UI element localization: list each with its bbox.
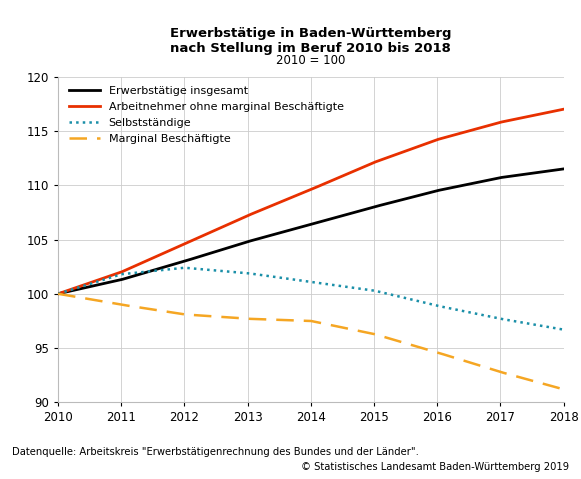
Selbstständige [490,315,497,320]
Marginal Beschäftigte [361,329,368,335]
Erwerbstätige insgesamt [438,187,445,193]
Arbeitnehmer ohne marginal Beschäftigte [55,291,62,297]
Arbeitnehmer ohne marginal Beschäftigte [361,163,368,169]
Erwerbstätige insgesamt [376,203,383,208]
Selbstständige [55,291,62,297]
Line: Erwerbstätige insgesamt: Erwerbstätige insgesamt [58,169,564,294]
Arbeitnehmer ohne marginal Beschäftigte [376,157,383,163]
Marginal Beschäftigte [85,296,92,302]
Arbeitnehmer ohne marginal Beschäftigte [348,169,355,175]
Arbeitnehmer ohne marginal Beschäftigte [438,136,445,141]
Selbstständige [181,265,188,271]
Marginal Beschäftigte [560,387,567,392]
Erwerbstätige insgesamt [560,166,567,172]
Selbstständige [349,285,356,290]
Erwerbstätige insgesamt [490,176,497,182]
Selbstständige [85,281,92,287]
Erwerbstätige insgesamt [348,210,355,216]
Erwerbstätige insgesamt [361,206,368,212]
Text: 2010 = 100: 2010 = 100 [276,54,346,67]
Selbstständige [362,286,369,292]
Line: Marginal Beschäftigte: Marginal Beschäftigte [58,294,564,389]
Selbstständige [560,327,567,332]
Marginal Beschäftigte [490,367,497,373]
Marginal Beschäftigte [438,351,445,356]
Marginal Beschäftigte [376,333,383,339]
Legend: Erwerbstätige insgesamt, Arbeitnehmer ohne marginal Beschäftigte, Selbstständige: Erwerbstätige insgesamt, Arbeitnehmer oh… [69,85,344,144]
Arbeitnehmer ohne marginal Beschäftigte [85,280,92,286]
Erwerbstätige insgesamt [55,291,62,297]
Selbstständige [377,289,384,295]
Text: © Statistisches Landesamt Baden-Württemberg 2019: © Statistisches Landesamt Baden-Württemb… [302,462,569,472]
Selbstständige [439,304,446,309]
Marginal Beschäftigte [55,291,62,297]
Text: Datenquelle: Arbeitskreis "Erwerbstätigenrechnung des Bundes und der Länder".: Datenquelle: Arbeitskreis "Erwerbstätige… [12,447,418,457]
Line: Arbeitnehmer ohne marginal Beschäftigte: Arbeitnehmer ohne marginal Beschäftigte [58,109,564,294]
Title: Erwerbstätige in Baden-Württemberg
nach Stellung im Beruf 2010 bis 2018: Erwerbstätige in Baden-Württemberg nach … [170,27,451,55]
Marginal Beschäftigte [348,327,355,332]
Arbeitnehmer ohne marginal Beschäftigte [490,121,497,127]
Arbeitnehmer ohne marginal Beschäftigte [560,106,567,112]
Line: Selbstständige: Selbstständige [58,268,564,330]
Erwerbstätige insgesamt [85,284,92,290]
